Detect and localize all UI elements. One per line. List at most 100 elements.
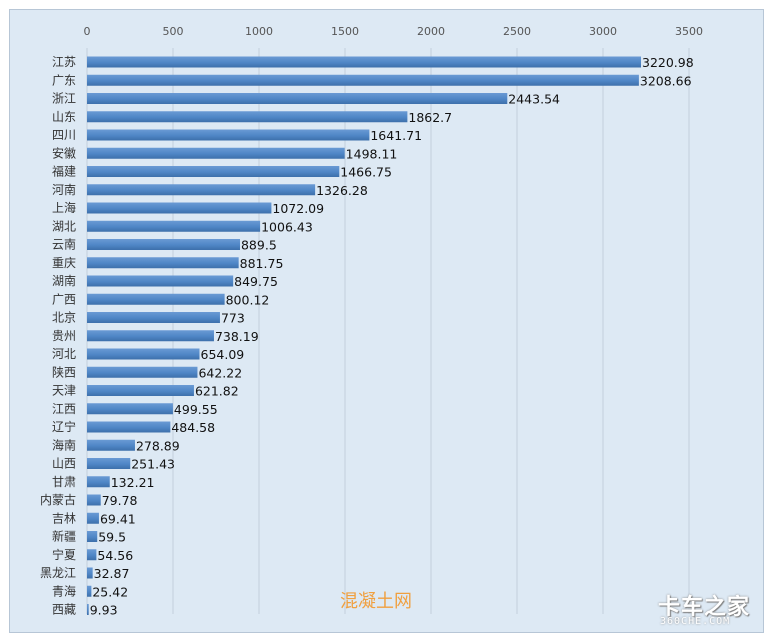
bar	[87, 512, 99, 524]
bar	[87, 549, 97, 561]
bar	[87, 111, 408, 123]
category-label: 宁夏	[52, 547, 76, 562]
category-label: 青海	[52, 583, 76, 598]
logo-text: 卡车之家	[658, 595, 751, 620]
bar	[87, 585, 92, 597]
data-label: 1466.75	[340, 165, 392, 180]
bar	[87, 220, 261, 232]
value-labels: 3220.98 3208.66 2443.54 1862.7 1641.71 1498.1…	[90, 55, 694, 618]
data-label: 25.42	[92, 584, 128, 599]
x-tick-label: 3000	[589, 25, 617, 38]
category-label: 重庆	[52, 256, 76, 270]
gridlines	[86, 48, 690, 614]
bar	[87, 494, 101, 506]
data-label: 1641.71	[370, 128, 422, 143]
bar	[87, 275, 234, 287]
category-label: 江苏	[52, 55, 76, 69]
category-label: 甘肃	[52, 475, 76, 489]
bar	[87, 385, 194, 396]
bar	[87, 330, 214, 342]
bar	[87, 184, 316, 196]
bar	[87, 458, 131, 469]
bar	[87, 257, 239, 269]
category-label: 贵州	[52, 329, 76, 343]
category-label: 福建	[52, 164, 76, 179]
bar	[87, 366, 198, 378]
bar-chart: 0 500 1000 1500 2000 2500 3000 3500 江苏广东浙江山东四川安…	[40, 25, 704, 618]
data-label: 621.82	[195, 384, 239, 399]
data-label: 881.75	[240, 256, 284, 271]
x-axis-ticks: 0 500 1000 1500 2000 2500 3000 3500	[84, 25, 704, 38]
data-label: 889.5	[241, 238, 277, 253]
bar	[87, 604, 89, 615]
bar	[87, 439, 135, 451]
category-label: 天津	[52, 384, 76, 398]
category-label: 北京	[52, 311, 76, 325]
category-label: 海南	[52, 437, 76, 452]
category-label: 浙江	[52, 92, 76, 106]
data-label: 1006.43	[261, 219, 313, 234]
data-label: 654.09	[201, 347, 245, 362]
bar	[87, 166, 340, 177]
category-label: 上海	[52, 200, 76, 215]
category-label: 内蒙古	[40, 492, 76, 507]
watermark-text: 混凝土网	[340, 591, 412, 612]
category-label: 山西	[52, 457, 76, 471]
category-label: 河北	[52, 347, 76, 361]
logo-subtext: 360CHE.COM	[660, 616, 731, 627]
data-label: 800.12	[226, 292, 270, 307]
data-label: 9.93	[90, 603, 118, 618]
category-label: 陕西	[52, 364, 76, 379]
x-tick-label: 1000	[245, 25, 273, 38]
category-label: 西藏	[52, 603, 76, 617]
bar	[87, 312, 220, 323]
x-tick-label: 0	[84, 25, 91, 38]
category-label: 广东	[52, 73, 76, 87]
data-label: 251.43	[131, 457, 175, 472]
bar	[87, 348, 200, 360]
data-label: 642.22	[198, 365, 242, 380]
category-label: 四川	[52, 128, 76, 142]
data-label: 1862.7	[408, 110, 452, 125]
bar	[87, 202, 272, 214]
x-tick-label: 500	[163, 25, 184, 38]
data-label: 2443.54	[508, 92, 560, 107]
data-label: 59.5	[98, 530, 126, 545]
category-label: 新疆	[52, 529, 76, 544]
bar	[87, 74, 639, 86]
category-label: 安徽	[52, 145, 76, 160]
category-label: 黑龙江	[40, 566, 76, 580]
bar	[87, 567, 93, 579]
category-label: 辽宁	[52, 419, 76, 434]
category-label: 吉林	[52, 511, 76, 525]
data-label: 278.89	[136, 438, 180, 453]
x-tick-label: 2000	[417, 25, 445, 38]
bar	[87, 93, 508, 104]
data-label: 3208.66	[640, 73, 692, 88]
data-label: 1498.11	[346, 146, 398, 161]
bars	[87, 56, 642, 615]
data-label: 849.75	[234, 274, 278, 289]
bar	[87, 476, 110, 488]
category-label: 山东	[52, 110, 76, 124]
x-tick-label: 2500	[503, 25, 531, 38]
x-tick-label: 3500	[675, 25, 703, 38]
data-label: 773	[221, 311, 245, 326]
bar	[87, 421, 171, 433]
data-label: 484.58	[171, 420, 215, 435]
category-label: 湖北	[52, 218, 76, 233]
chart-frame: 0 500 1000 1500 2000 2500 3000 3500 江苏 广东 浙江 山东 四川安…	[9, 9, 764, 633]
data-label: 1072.09	[272, 201, 324, 216]
data-label: 1326.28	[316, 183, 368, 198]
bar	[87, 403, 173, 415]
category-label: 湖南	[52, 273, 76, 288]
bar	[87, 239, 240, 250]
bar	[87, 129, 370, 141]
data-label: 79.78	[102, 493, 138, 508]
category-labels: 江苏广东浙江山东四川安徽福建河南上海湖北云南重庆湖南广西北京贵州河北陕西天津江西…	[40, 55, 76, 617]
bar	[87, 293, 225, 305]
category-label: 广西	[52, 292, 76, 306]
data-label: 32.87	[94, 566, 130, 581]
category-label: 河南	[52, 182, 76, 197]
bar	[87, 56, 642, 68]
